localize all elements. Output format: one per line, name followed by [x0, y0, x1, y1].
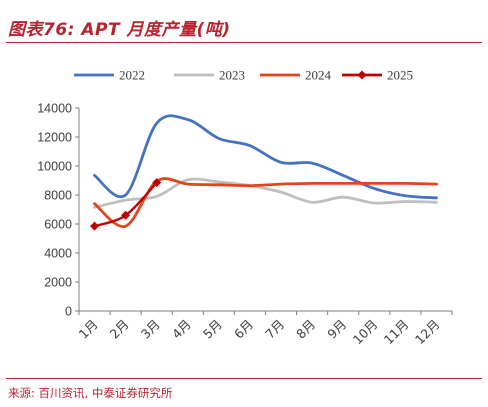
source-note: 来源: 百川资讯, 中泰证券研究所	[8, 386, 173, 400]
axes	[78, 108, 452, 312]
y-tick-label: 2000	[44, 276, 72, 290]
y-tick-label: 0	[65, 305, 72, 319]
x-tick-label: 7月	[262, 317, 287, 342]
y-tick-label: 12000	[37, 131, 72, 145]
x-tick-label: 5月	[200, 317, 225, 342]
x-tick-label: 3月	[138, 317, 163, 342]
legend-label-2025: 2025	[387, 68, 413, 83]
legend-label-2022: 2022	[119, 68, 145, 83]
chart-title: 图表76: APT 月度产量(吨)	[8, 20, 231, 40]
series-line-2023	[93, 177, 438, 209]
data-point-2025	[121, 210, 131, 220]
x-tick-label: 6月	[231, 317, 256, 342]
x-tick-label: 12月	[412, 317, 443, 348]
legend-marker-2025	[357, 70, 367, 80]
series-line-2022	[93, 114, 438, 200]
x-tick-label: 9月	[324, 317, 349, 342]
x-tick-label: 2月	[107, 317, 132, 342]
x-tick-label: 8月	[293, 317, 318, 342]
x-axis-ticks: 1月 2月 3月 4月 5月 6月 7月 8月 9月 10月 11月 12月	[76, 311, 453, 348]
data-point-2025	[152, 178, 162, 188]
source-rule	[6, 378, 482, 379]
title-rule	[6, 42, 482, 43]
legend-label-2023: 2023	[219, 68, 245, 83]
y-tick-label: 14000	[37, 102, 72, 116]
y-tick-label: 4000	[44, 247, 72, 261]
series-layer	[90, 114, 438, 231]
x-tick-label: 11月	[381, 317, 412, 348]
x-tick-label: 1月	[76, 317, 101, 342]
y-tick-label: 6000	[44, 218, 72, 232]
x-tick-label: 4月	[169, 317, 194, 342]
y-axis-ticks: 0 2000 4000 6000 8000 10000 12000 14000	[37, 102, 79, 319]
line-chart: 0 2000 4000 6000 8000 10000 12000 14000 1月 2月 3月 4…	[37, 68, 453, 348]
legend-label-2024: 2024	[305, 68, 332, 83]
y-tick-label: 10000	[37, 160, 72, 174]
x-tick-label: 10月	[350, 317, 381, 348]
y-tick-label: 8000	[44, 189, 72, 203]
legend: 2022 2023 2024 2025	[74, 68, 413, 83]
data-point-2025	[90, 221, 100, 231]
